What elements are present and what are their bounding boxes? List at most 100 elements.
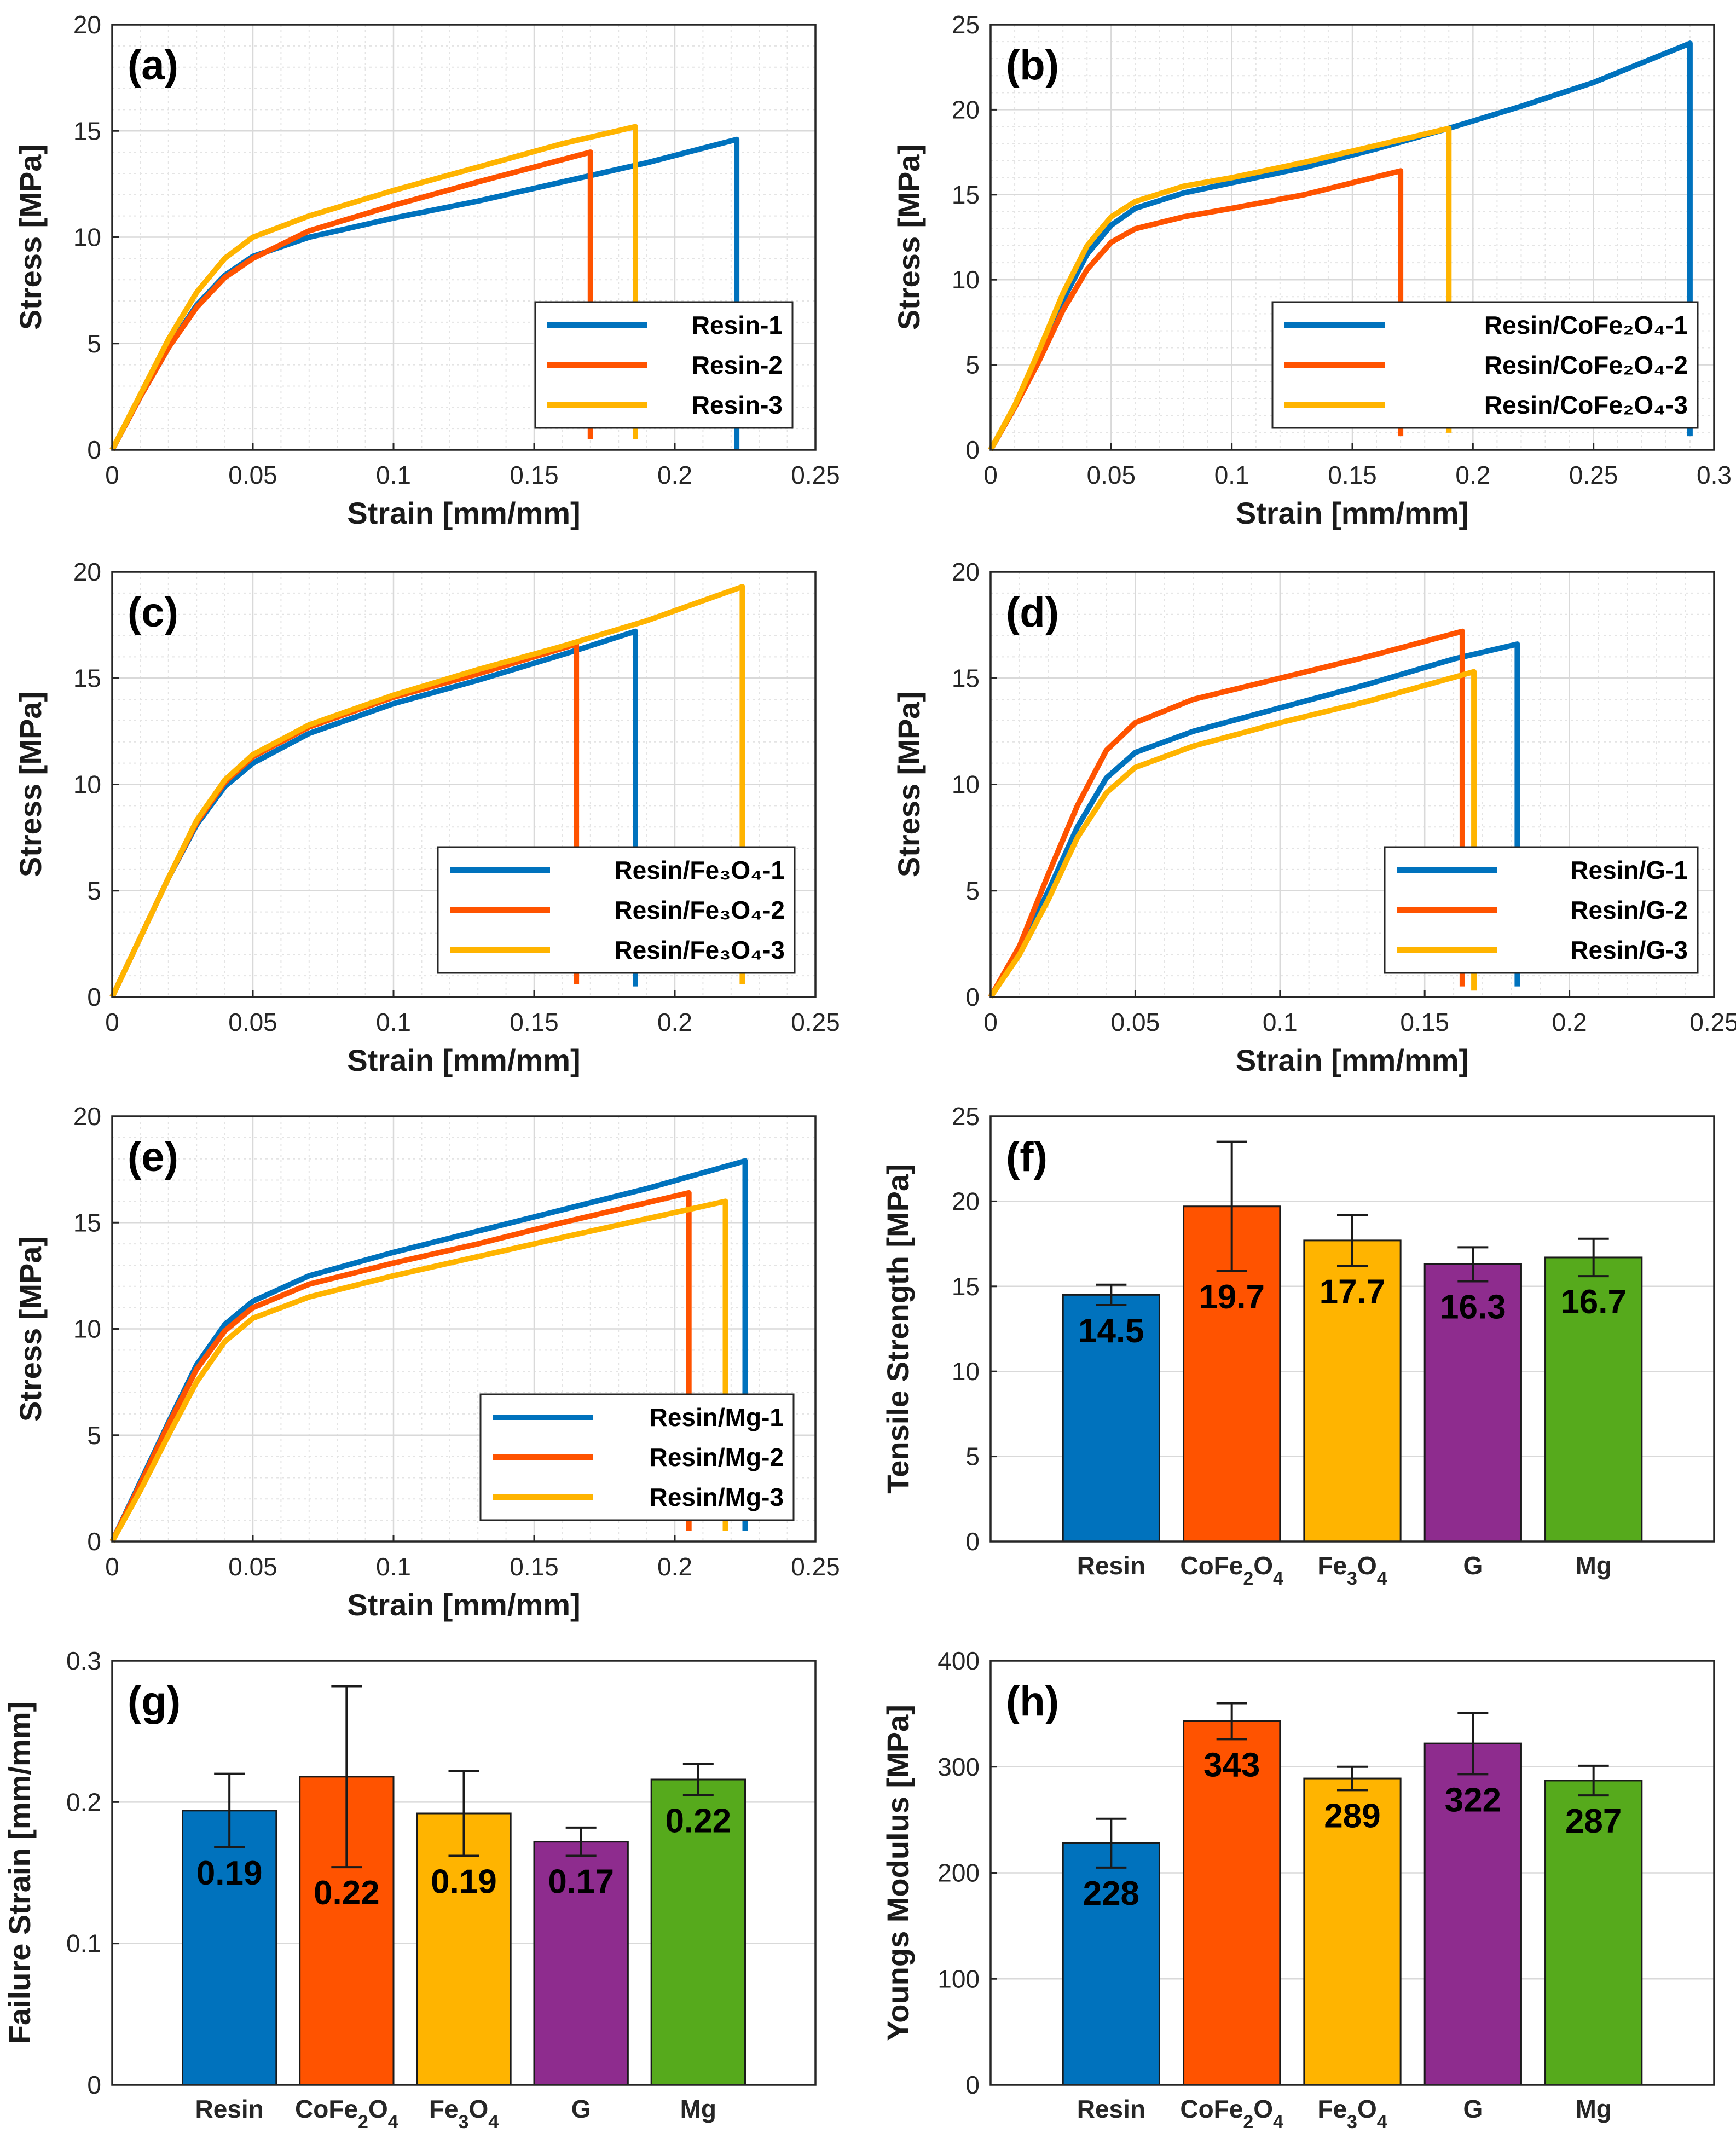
x-tick-label: 0	[105, 461, 119, 489]
grid	[991, 572, 1714, 997]
series-line-3	[109, 1198, 728, 1543]
bar-value-label-3: 17.7	[1320, 1273, 1386, 1311]
axes-frame	[111, 571, 817, 998]
y-axis-label: Stress [MPa]	[892, 144, 926, 330]
panel-a: 0 0.05 0.1 0.15 0.2 0.25 Strain [mm/mm] Resin-1…	[13, 10, 840, 530]
legend-label: Resin/Mg-1	[650, 1403, 784, 1431]
legend-label: Resin-3	[692, 391, 783, 419]
error-bar-5	[1578, 1237, 1609, 1278]
legend-label: Resin-2	[692, 351, 783, 379]
x-tick-label: 0.05	[228, 1552, 277, 1581]
error-bar-2	[1216, 1140, 1247, 1272]
bar-1	[182, 1810, 277, 2086]
error-bar-4	[1457, 1711, 1489, 1776]
bar-5	[650, 1778, 746, 2086]
category-label-3: Fe3O4	[1317, 2095, 1387, 2132]
x-axis-label: Strain [mm/mm]	[1236, 496, 1469, 530]
bar-1	[1062, 1294, 1160, 1543]
panel-e: 0 0.05 0.1 0.15 0.2 0.25 Strain [mm/mm] Resin/M…	[13, 1102, 840, 1622]
legend: Resin/G-1 Resin/G-2 Resin/G-3	[1384, 846, 1699, 974]
y-tick-label: 5	[87, 877, 101, 905]
panel-h: 228 Resin 343 CoFe2O4 289 Fe3O4 322 G 287 Mg 0 100 2…	[881, 1647, 1715, 2132]
error-bar-1	[1096, 1817, 1127, 1869]
y-axis-label: Failure Strain [mm/mm]	[2, 1702, 37, 2044]
legend: Resin/Mg-1 Resin/Mg-2 Resin/Mg-3	[479, 1393, 795, 1521]
y-tick-label: 0.2	[66, 1788, 101, 1816]
panel-tag: (c)	[128, 589, 178, 636]
y-tick-label: 10	[952, 1357, 980, 1386]
legend-label: Resin/Fe₃O₄-2	[614, 896, 785, 924]
y-axis-label: Tensile Strength [MPa]	[881, 1164, 915, 1494]
bar-value-label-4: 0.17	[548, 1863, 614, 1901]
bar-value-label-2: 0.22	[314, 1874, 380, 1912]
y-tick-label: 5	[87, 1421, 101, 1450]
y-tick-label: 5	[87, 329, 101, 358]
error-bar-5	[682, 1763, 714, 1796]
y-tick-label: 5	[965, 351, 980, 379]
panel-tag: (f)	[1006, 1134, 1048, 1180]
x-tick-label: 0.1	[1263, 1008, 1298, 1036]
x-tick-label: 0.25	[791, 1008, 840, 1036]
category-label-2: CoFe2O4	[1180, 2095, 1283, 2132]
bar-value-label-2: 19.7	[1199, 1278, 1265, 1316]
y-tick-label: 20	[952, 95, 980, 124]
series-line-2	[109, 1190, 692, 1543]
axes-frame	[989, 1115, 1715, 1543]
x-axis-label: Strain [mm/mm]	[347, 496, 580, 530]
bar-value-label-4: 16.3	[1440, 1288, 1506, 1326]
y-axis-label: Stress [MPa]	[892, 692, 926, 877]
legend-label: Resin/G-1	[1570, 856, 1688, 884]
y-tick-label: 400	[938, 1647, 980, 1675]
x-tick-label: 0.25	[791, 461, 840, 489]
category-label-1: Resin	[195, 2095, 264, 2123]
series-line-2	[109, 149, 593, 451]
y-tick-label: 10	[952, 265, 980, 294]
error-bar-3	[448, 1770, 479, 1857]
axes-frame	[111, 1115, 817, 1543]
x-tick-label: 0.2	[657, 461, 692, 489]
y-axis-label: Stress [MPa]	[13, 1236, 48, 1422]
bar-value-label-5: 16.7	[1560, 1283, 1627, 1321]
x-tick-label: 0.1	[376, 461, 411, 489]
y-tick-label: 20	[73, 1102, 101, 1131]
axes-frame	[111, 24, 817, 451]
legend: Resin/Fe₃O₄-1 Resin/Fe₃O₄-2 Resin/Fe₃O₄-3	[437, 846, 796, 974]
x-tick-label: 0.2	[1455, 461, 1490, 489]
y-tick-label: 0	[87, 2071, 101, 2099]
y-tick-label: 5	[965, 1442, 980, 1471]
series-line-3	[988, 669, 1477, 999]
category-label-4: G	[1463, 1551, 1483, 1580]
category-label-2: CoFe2O4	[1180, 1551, 1283, 1589]
x-tick-label: 0.1	[376, 1552, 411, 1581]
y-tick-label: 5	[965, 877, 980, 905]
x-tick-label: 0.15	[1328, 461, 1377, 489]
bar-3	[1303, 1777, 1402, 2086]
error-bar-4	[565, 1826, 597, 1857]
y-tick-label: 20	[952, 1187, 980, 1215]
axes-frame	[989, 571, 1715, 998]
bar-5	[1544, 1780, 1643, 2086]
category-label-1: Resin	[1077, 1551, 1145, 1580]
legend-label: Resin/CoFe₂O₄-1	[1484, 311, 1688, 339]
panel-tag: (e)	[128, 1134, 178, 1180]
bar-5	[1544, 1256, 1643, 1543]
x-tick-label: 0	[983, 1008, 998, 1036]
y-tick-label: 15	[73, 1208, 101, 1237]
x-axis-label: Strain [mm/mm]	[347, 1043, 580, 1077]
panel-tag: (b)	[1006, 42, 1059, 89]
y-tick-label: 0	[965, 2071, 980, 2099]
error-bar-2	[331, 1685, 362, 1869]
error-bar-3	[1337, 1765, 1368, 1792]
legend-label: Resin/Mg-3	[650, 1483, 784, 1511]
y-tick-label: 25	[952, 1102, 980, 1131]
legend-label: Resin/G-3	[1570, 936, 1688, 964]
axes-frame	[989, 1660, 1715, 2086]
legend-label: Resin/Fe₃O₄-1	[614, 856, 785, 884]
bar-1	[1062, 1842, 1160, 2086]
y-tick-label: 300	[938, 1753, 980, 1781]
y-axis-label: Youngs Modulus [MPa]	[881, 1705, 915, 2041]
y-tick-label: 25	[952, 10, 980, 39]
legend-label: Resin-1	[692, 311, 783, 339]
error-bar-5	[1578, 1764, 1609, 1797]
